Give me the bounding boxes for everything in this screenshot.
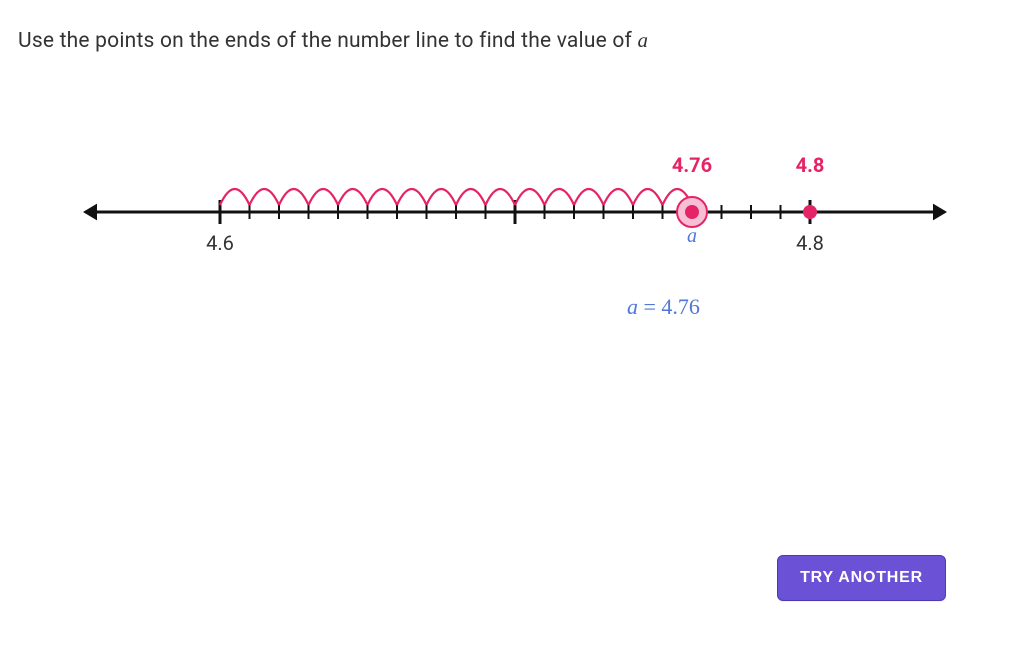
point-label-above: 4.76 [672,153,712,177]
try-another-button[interactable]: TRY ANOTHER [777,555,946,601]
hop-arc [250,189,280,205]
hop-arc [486,189,516,205]
major-tick-label: 4.6 [206,231,234,255]
answer-variable: a [627,294,638,319]
hop-arc [279,189,309,205]
point-dot[interactable] [685,205,699,219]
question-variable: a [637,28,648,52]
hop-arc [604,189,634,205]
try-another-label: TRY ANOTHER [800,569,923,586]
hop-arc [427,189,457,205]
point-dot [803,205,817,219]
draggable-point[interactable]: 4.76 a [672,153,712,247]
number-line[interactable]: 4.6 4.8 4.76 a 4.8 [75,140,955,300]
hop-arc [220,189,250,205]
question-text: Use the points on the ends of the number… [18,28,648,53]
point-label-above: 4.8 [796,153,825,177]
arrow-right-icon [933,204,947,221]
hop-arc [456,189,486,205]
point-label-below: a [687,225,697,247]
hop-arc [368,189,398,205]
endpoint-point: 4.8 [796,153,825,219]
hop-arc [397,189,427,205]
hop-arc [633,189,663,205]
hop-arc [545,189,575,205]
major-tick-label: 4.8 [796,231,824,255]
hop-arc [515,189,545,205]
hop-arc [338,189,368,205]
answer-equals: = [644,294,656,319]
hop-arc [309,189,339,205]
answer-value: 4.76 [661,294,700,319]
hop-arc [574,189,604,205]
answer-expression: a = 4.76 [627,294,700,320]
question-prefix: Use the points on the ends of the number… [18,29,637,53]
arrow-left-icon [83,204,97,221]
